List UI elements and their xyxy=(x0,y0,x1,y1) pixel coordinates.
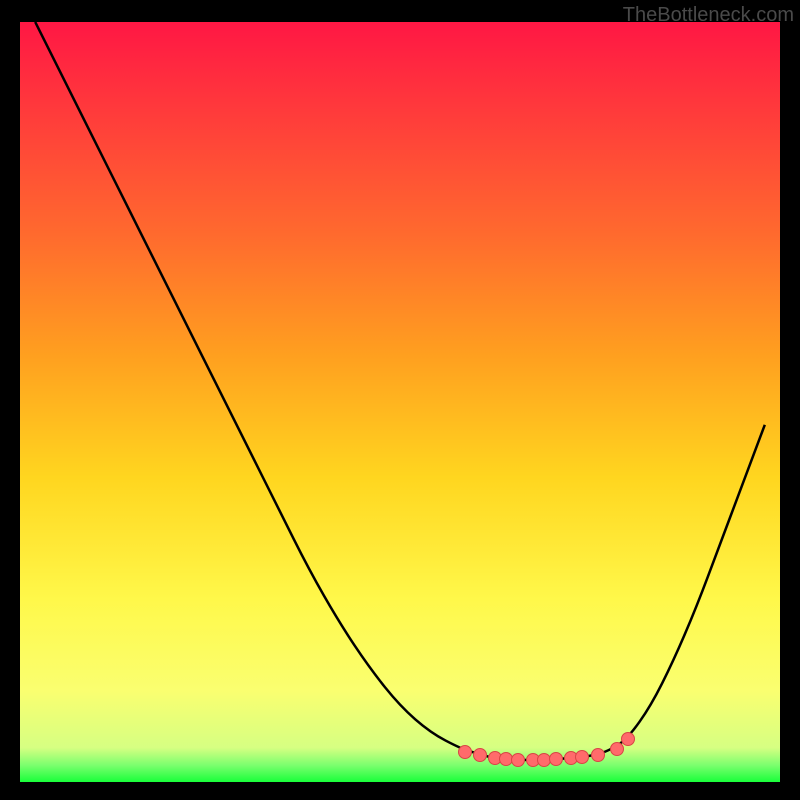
chart-area xyxy=(20,22,780,782)
data-marker xyxy=(511,753,525,767)
data-markers-layer xyxy=(20,22,780,782)
data-marker xyxy=(591,748,605,762)
watermark-text: TheBottleneck.com xyxy=(623,4,794,27)
data-marker xyxy=(549,752,563,766)
data-marker xyxy=(621,732,635,746)
data-marker xyxy=(473,748,487,762)
data-marker xyxy=(458,745,472,759)
data-marker xyxy=(575,750,589,764)
